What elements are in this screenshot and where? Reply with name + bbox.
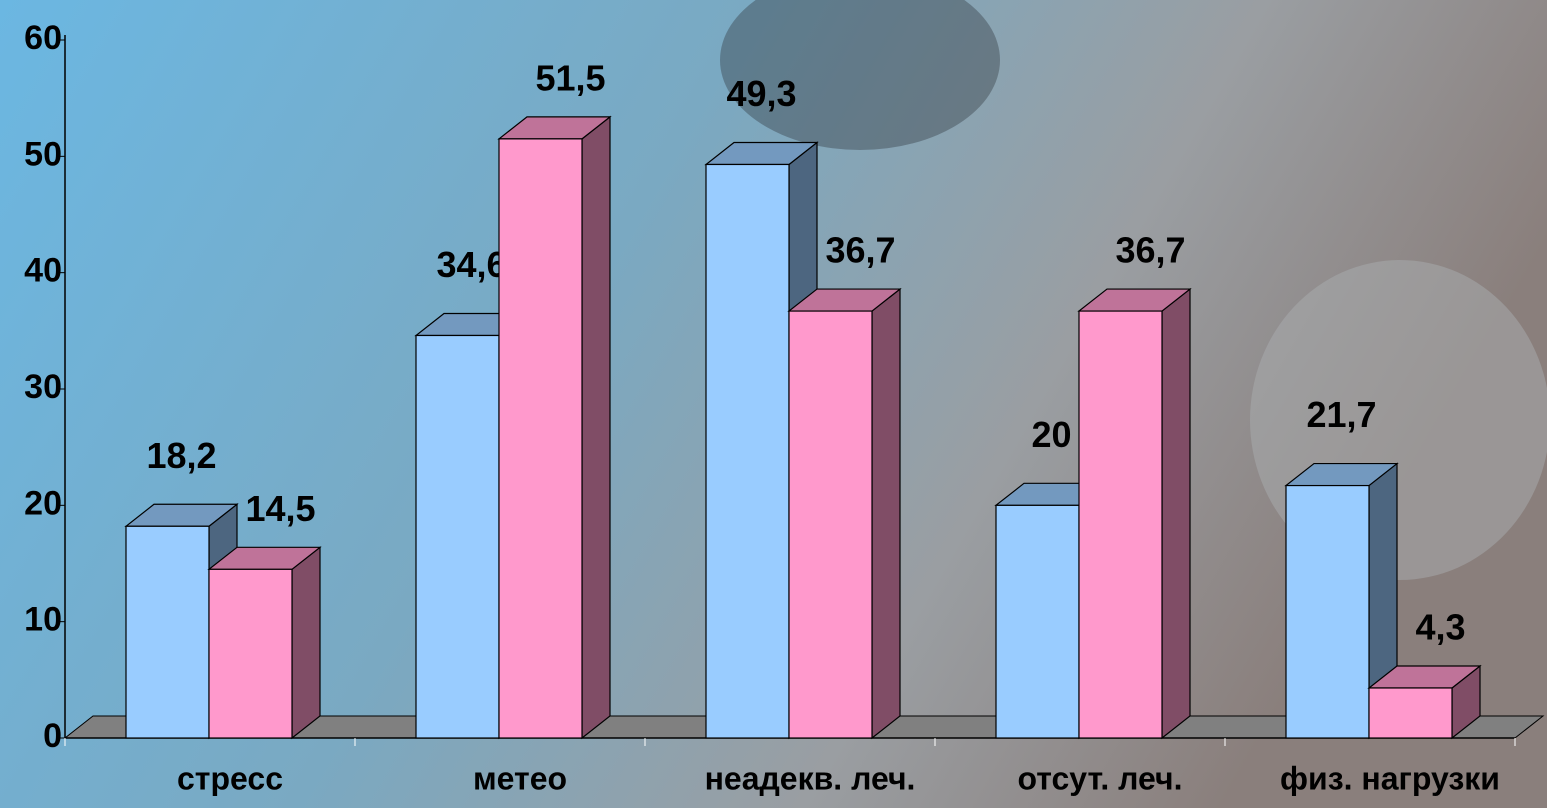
- y-tick-label: 60: [24, 19, 62, 57]
- value-label: 36,7: [825, 230, 895, 271]
- value-label: 4,3: [1415, 606, 1465, 647]
- y-tick-label: 30: [24, 368, 62, 406]
- bar-side: [872, 289, 900, 738]
- value-label: 36,7: [1115, 230, 1185, 271]
- page: 0 10 20 30 40 50 60 стресс 18,2 14,5 метео 34,6 51,5…: [0, 0, 1547, 808]
- chart: 0 10 20 30 40 50 60 стресс 18,2 14,5 метео 34,6 51,5…: [0, 0, 1547, 808]
- y-tick-label: 0: [43, 717, 62, 755]
- x-tick-label: стресс: [177, 760, 283, 796]
- value-label: 49,3: [726, 73, 796, 114]
- bar-side: [292, 547, 320, 738]
- bar: [789, 311, 872, 738]
- bar: [499, 139, 582, 738]
- y-tick-label: 50: [24, 135, 62, 173]
- bar: [126, 526, 209, 738]
- bar: [996, 505, 1079, 738]
- y-tick-label: 40: [24, 252, 62, 290]
- bar-side: [582, 117, 610, 738]
- x-tick-label: неадекв. леч.: [705, 760, 916, 796]
- value-label: 20: [1031, 414, 1071, 455]
- value-label: 21,7: [1306, 394, 1376, 435]
- value-label: 34,6: [436, 244, 506, 285]
- bar: [1369, 688, 1452, 738]
- x-tick-label: физ. нагрузки: [1280, 760, 1500, 796]
- bar: [209, 569, 292, 738]
- bar-side: [1162, 289, 1190, 738]
- value-label: 51,5: [535, 57, 605, 98]
- value-label: 14,5: [245, 488, 315, 529]
- x-tick-label: метео: [473, 760, 567, 796]
- bar: [1079, 311, 1162, 738]
- bar: [416, 335, 499, 738]
- bar: [706, 164, 789, 738]
- y-tick-label: 10: [24, 601, 62, 639]
- bar: [1286, 486, 1369, 738]
- y-tick-label: 20: [24, 484, 62, 522]
- value-label: 18,2: [146, 435, 216, 476]
- x-tick-label: отсут. леч.: [1018, 760, 1183, 796]
